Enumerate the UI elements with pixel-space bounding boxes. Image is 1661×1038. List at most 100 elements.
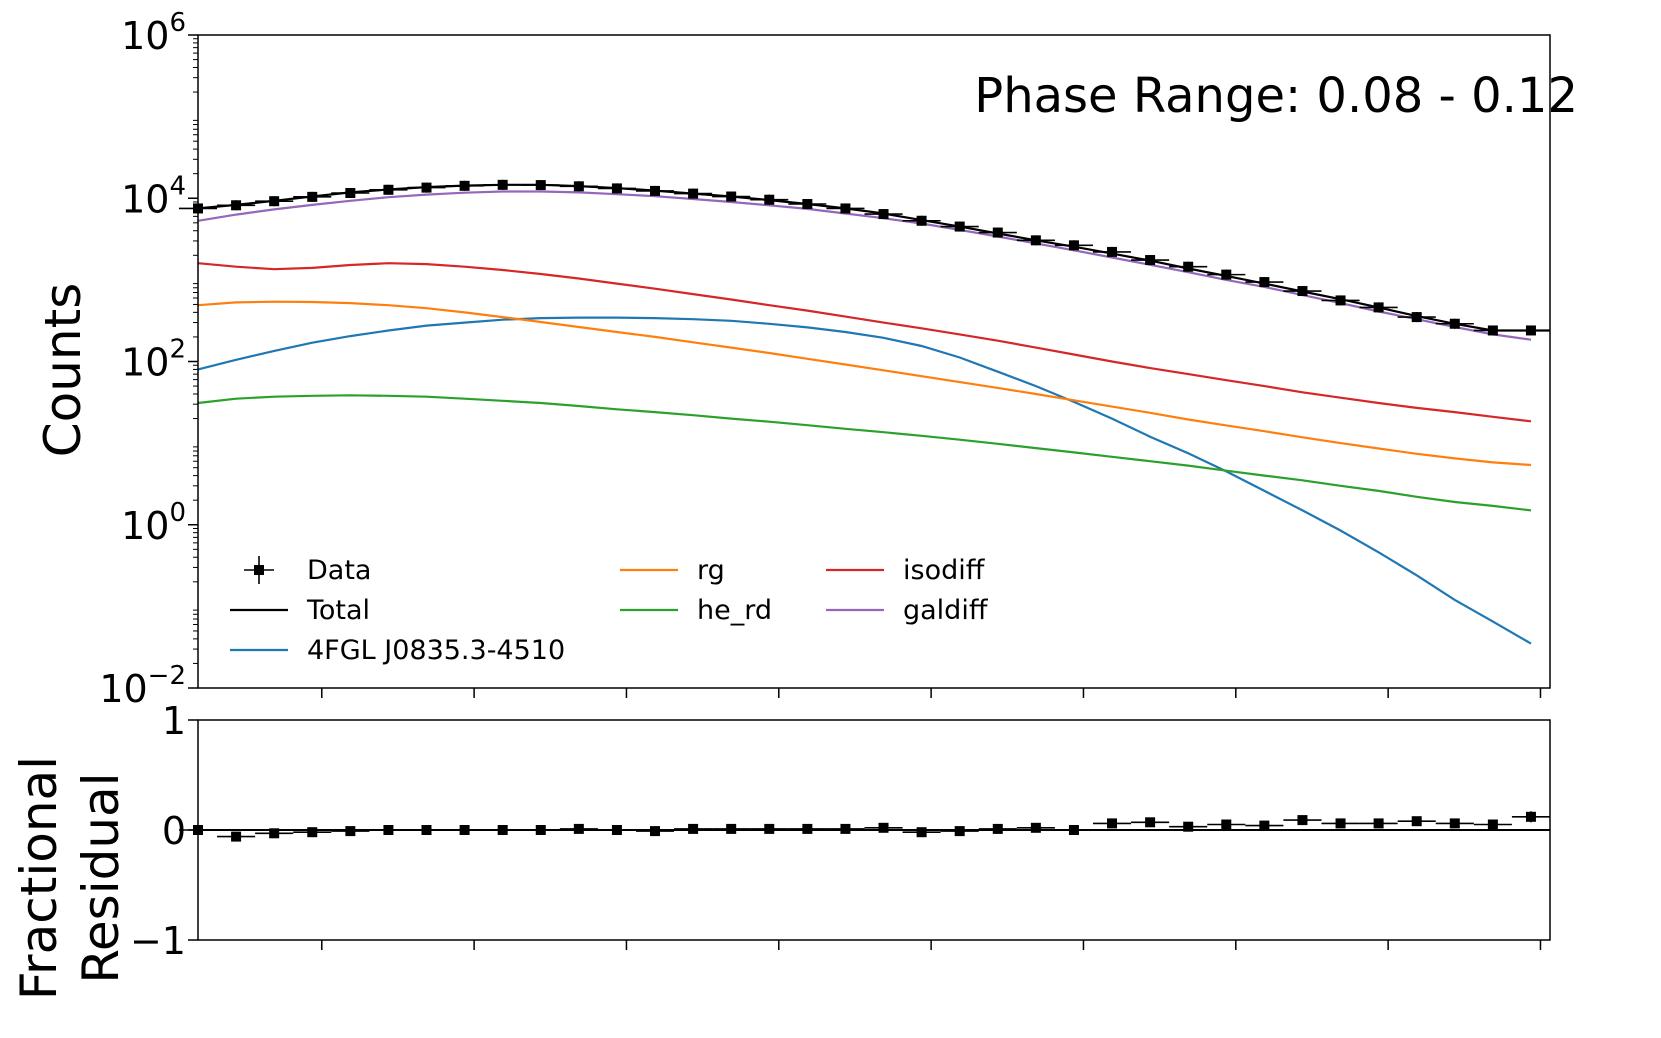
data-point (331, 187, 370, 198)
residual-point (978, 823, 1017, 834)
residual-y-axis-label-line-1: Fractional (10, 756, 68, 1000)
residual-point (1092, 818, 1132, 829)
residual-point (483, 825, 522, 835)
data-point (750, 194, 789, 205)
data-point (1054, 240, 1093, 251)
residual-point (255, 828, 294, 839)
y-tick-label: 104 (121, 171, 186, 221)
residual-point (902, 827, 941, 838)
residual-point (750, 823, 789, 834)
legend: Data Total 4FGL J0835.3-4510 rg he_rd isodiff… (230, 555, 989, 666)
series-line-galdiff (197, 190, 1532, 341)
residual-point (1054, 825, 1093, 835)
data-point (1397, 312, 1436, 323)
y-tick-label: 10−2 (99, 661, 186, 711)
data-point (1016, 235, 1055, 246)
residual-point (1473, 819, 1512, 830)
residual-y-tick-label: 0 (162, 809, 186, 853)
legend-swatch (254, 565, 264, 575)
data-point (597, 183, 636, 194)
residual-point (331, 826, 370, 837)
data-point (521, 180, 560, 191)
data-point (674, 188, 713, 199)
main-data-points (178, 179, 1550, 336)
series-line-rg (197, 300, 1532, 467)
residual-point (521, 825, 560, 835)
y-tick-label: 106 (121, 8, 186, 58)
series-line-isodiff (197, 262, 1532, 423)
residual-point (1016, 822, 1055, 833)
residual-points (178, 811, 1550, 842)
data-point (217, 200, 256, 211)
data-point (1092, 246, 1132, 257)
main-axes: 10−2 100 102 104 106 (99, 8, 1542, 711)
residual-point (1169, 821, 1208, 832)
legend-label: Total (306, 595, 370, 626)
data-point (445, 180, 484, 191)
data-point (1245, 277, 1284, 288)
residual-point (1131, 817, 1170, 828)
residual-point (1321, 818, 1360, 829)
data-point (1473, 325, 1512, 336)
legend-label: rg (697, 555, 725, 586)
data-point (1321, 295, 1360, 306)
residual-y-tick-label: −1 (130, 919, 186, 963)
residual-y-tick-label: 1 (162, 699, 186, 743)
data-point (483, 179, 522, 190)
data-point (1435, 318, 1474, 329)
phase-range-annotation: Phase Range: 0.08 - 0.12 (974, 68, 1578, 124)
data-point (1283, 286, 1322, 297)
data-point (635, 185, 675, 196)
residual-point (407, 825, 446, 835)
legend-item-4fgl-j0835-3-4510: 4FGL J0835.3-4510 (230, 635, 565, 666)
residual-point (597, 825, 636, 835)
residual-point (1435, 818, 1474, 829)
data-point (788, 199, 827, 210)
data-point (1131, 255, 1170, 266)
legend-item-he-rd: he_rd (620, 595, 772, 626)
legend-item-galdiff: galdiff (826, 595, 989, 626)
data-point (407, 182, 446, 193)
residual-point (369, 825, 408, 835)
series-line-he-rd (197, 394, 1532, 512)
residual-point (1397, 816, 1436, 827)
legend-item-data: Data (244, 555, 371, 586)
main-series-group (197, 183, 1550, 645)
residual-point (1511, 811, 1550, 823)
data-point (826, 203, 865, 214)
residual-point (674, 823, 713, 834)
residual-point (826, 823, 865, 834)
data-point (940, 221, 979, 232)
data-point (1207, 269, 1246, 280)
legend-item-isodiff: isodiff (826, 555, 986, 586)
residual-point (217, 831, 256, 842)
data-point (902, 215, 941, 226)
legend-label: isodiff (903, 555, 986, 586)
legend-label: he_rd (697, 595, 772, 626)
residual-point (1207, 819, 1246, 830)
residual-point (445, 825, 484, 835)
y-tick-label: 100 (121, 498, 186, 548)
data-point (864, 209, 903, 220)
data-point (369, 184, 408, 195)
data-point (293, 191, 332, 202)
main-y-axis-label: Counts (34, 283, 92, 458)
residual-y-axis-label-line-2: Residual (72, 772, 130, 983)
residual-point (788, 823, 827, 834)
residual-point (1283, 815, 1322, 826)
residual-point (559, 823, 598, 834)
data-point (255, 196, 294, 207)
legend-item-rg: rg (620, 555, 725, 586)
legend-label: 4FGL J0835.3-4510 (307, 635, 565, 666)
series-line-total (197, 183, 1550, 332)
series-line-4fgl-j0835-3-4510 (197, 316, 1532, 645)
data-point (1511, 325, 1550, 336)
data-point (1169, 261, 1208, 272)
residual-point (940, 826, 979, 837)
data-point (978, 227, 1017, 238)
main-plot-frame (197, 34, 1551, 689)
residual-point (635, 826, 675, 837)
residual-point (712, 823, 751, 834)
legend-label: galdiff (903, 595, 989, 626)
